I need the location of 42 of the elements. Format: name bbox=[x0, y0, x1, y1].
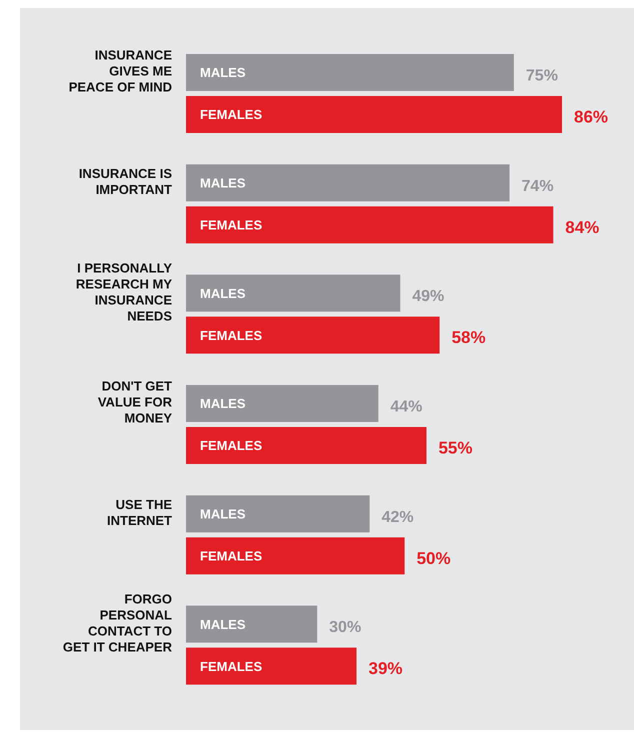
data-label: 84% bbox=[565, 218, 600, 237]
text: MALES bbox=[200, 175, 246, 190]
data-label: 49% bbox=[412, 288, 444, 306]
bar bbox=[186, 96, 562, 133]
text: FEMALES bbox=[200, 328, 262, 343]
text: FEMALES bbox=[200, 658, 262, 674]
data-label: 50% bbox=[416, 548, 451, 568]
series-label: FEMALES bbox=[200, 438, 262, 454]
data-label: 75% bbox=[526, 68, 558, 84]
bar bbox=[186, 385, 378, 422]
bar bbox=[186, 648, 357, 685]
y-tick-label: USE THE INTERNET bbox=[107, 497, 172, 528]
bar bbox=[186, 164, 510, 202]
series-label: MALES bbox=[200, 396, 246, 412]
bar bbox=[186, 427, 426, 464]
y-tick-label: DON'T GET VALUE FOR MONEY bbox=[98, 378, 173, 426]
text: MALES bbox=[200, 65, 246, 80]
text: MALES bbox=[200, 506, 246, 522]
y-tick-label: INSURANCE IS IMPORTANT bbox=[78, 166, 172, 198]
y-tick-label: FORGO PERSONAL CONTACT TO GET IT CHEAPER bbox=[62, 591, 173, 654]
bar bbox=[186, 606, 318, 643]
data-label: 74% bbox=[522, 178, 554, 195]
bar bbox=[186, 206, 554, 244]
bar bbox=[186, 316, 440, 354]
data-label: 42% bbox=[382, 508, 414, 526]
bar bbox=[186, 537, 405, 574]
data-label: 55% bbox=[438, 438, 472, 458]
bar bbox=[186, 54, 514, 91]
y-tick-label: I PERSONALLY RESEARCH MY INSURANCE NEEDS bbox=[76, 260, 172, 324]
data-label: 58% bbox=[452, 328, 486, 348]
data-label: 86% bbox=[574, 108, 608, 126]
y-tick-label: INSURANCE GIVES ME PEACE OF MIND bbox=[68, 48, 172, 95]
text: FEMALES bbox=[200, 107, 262, 122]
text: FEMALES bbox=[200, 548, 262, 564]
data-label: 30% bbox=[329, 619, 362, 636]
text: MALES bbox=[200, 286, 246, 301]
text: MALES bbox=[200, 616, 246, 632]
data-label: 44% bbox=[390, 398, 422, 416]
bar bbox=[186, 274, 400, 312]
data-label: 39% bbox=[368, 659, 403, 678]
bar bbox=[186, 495, 370, 532]
text: FEMALES bbox=[200, 217, 262, 232]
